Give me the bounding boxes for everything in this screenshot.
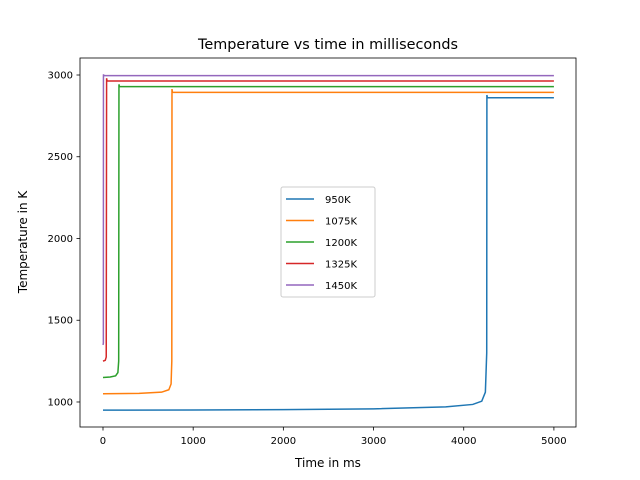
series-line-1075K [102,88,554,395]
x-tick-label: 5000 [541,436,566,447]
axes-frame [79,57,577,428]
series-line-1450K [102,74,554,346]
x-tick-label: 2000 [271,436,296,447]
x-tick-label: 1000 [180,436,205,447]
legend-label: 1075K [325,217,357,228]
x-tick-label: 4000 [451,436,476,447]
legend: 950K 1075K 1200K 1325K 1450K [280,186,376,298]
series-line-1325K [102,78,554,362]
y-tick-label: 2000 [48,234,73,245]
plot-lines [102,74,554,411]
x-axis-label: Time in ms [294,456,361,470]
series-line-950K [102,94,554,411]
y-tick-label: 3000 [48,71,73,82]
series-line-1200K [102,84,554,379]
legend-box [280,186,376,298]
x-tick-label: 3000 [361,436,386,447]
chart-title: Temperature vs time in milliseconds [197,37,458,53]
y-axis-label: Temperature in K [16,190,30,295]
x-tick-label: 0 [100,436,106,447]
y-tick-label: 2500 [48,152,73,163]
legend-label: 1450K [325,281,357,292]
x-axis: 0 1000 2000 3000 4000 5000 [100,427,567,447]
legend-label: 1325K [325,260,357,271]
y-tick-label: 1000 [48,397,73,408]
y-axis: 1000 1500 2000 2500 3000 [48,71,80,408]
y-tick-label: 1500 [48,316,73,327]
legend-label: 1200K [325,238,357,249]
legend-label: 950K [325,195,351,206]
